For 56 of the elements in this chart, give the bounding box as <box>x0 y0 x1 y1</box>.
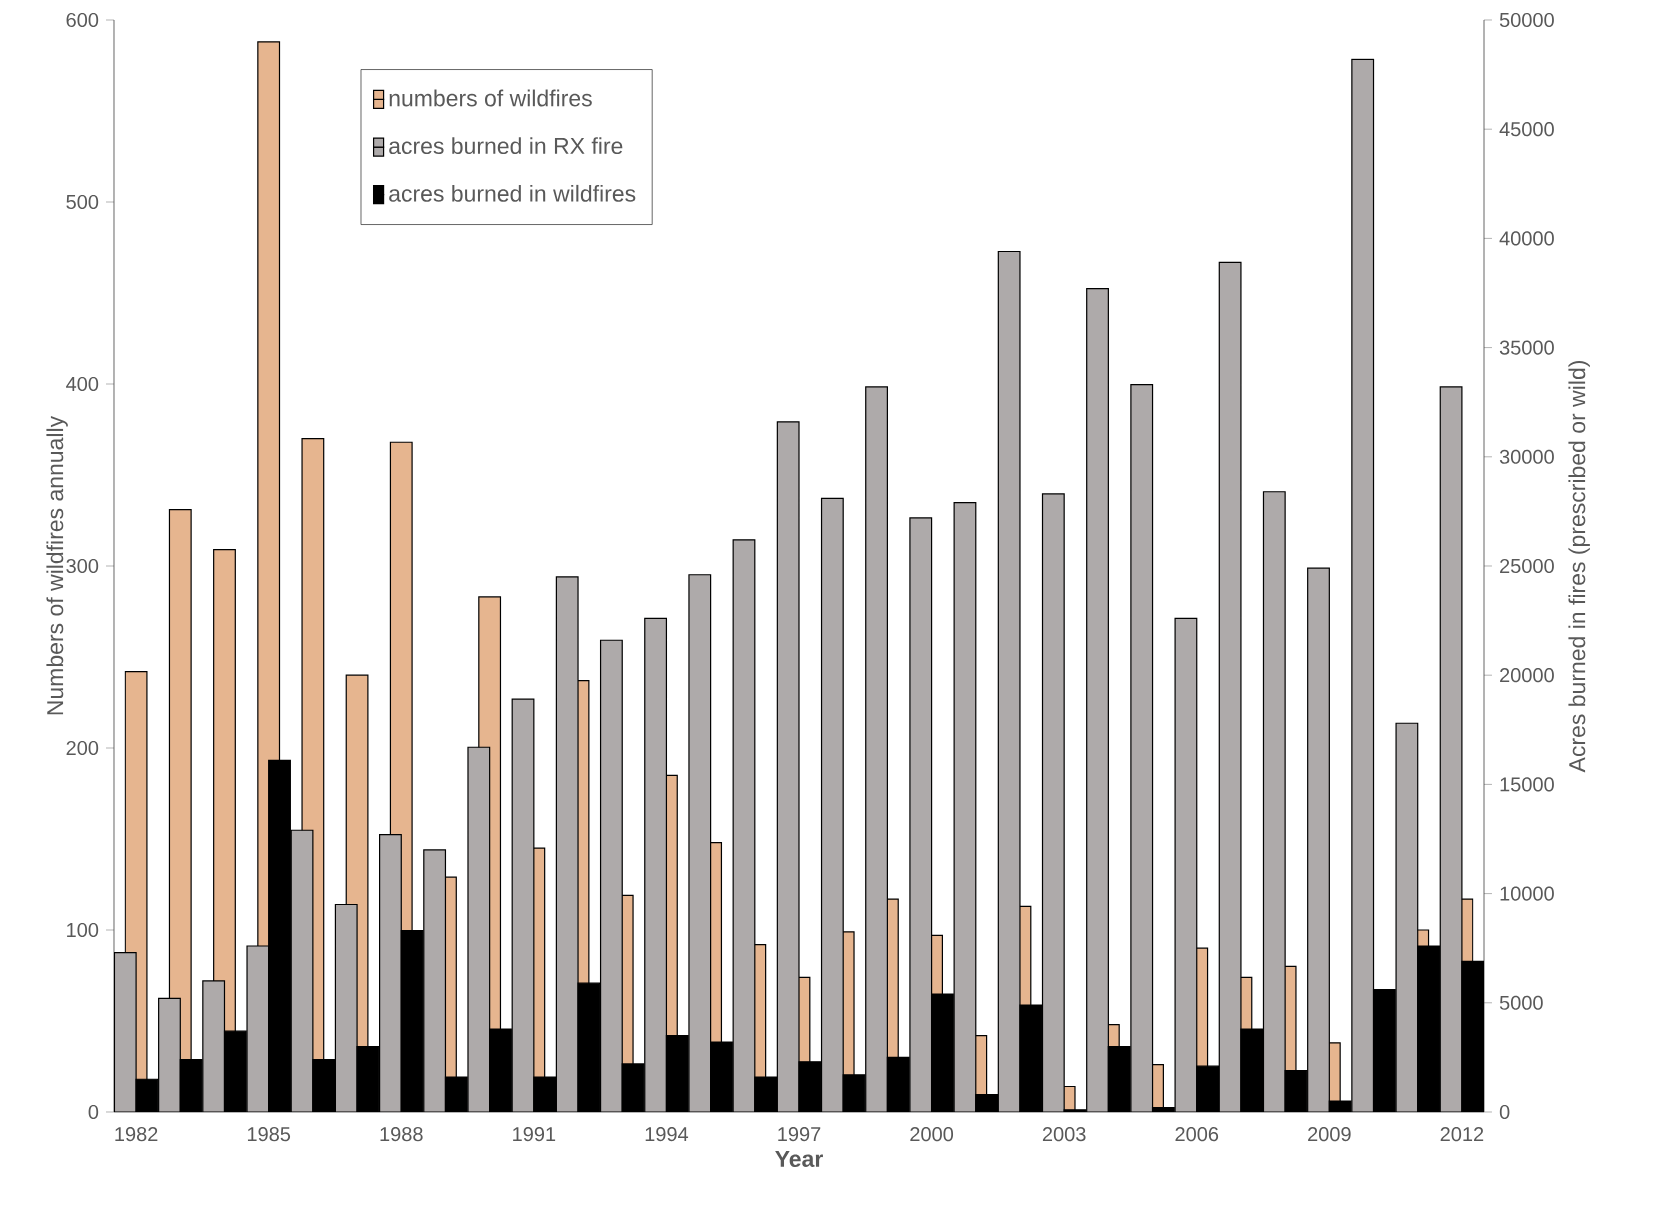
bar <box>953 502 977 1112</box>
y-tick-label: 600 <box>66 12 99 28</box>
bar <box>732 539 756 1112</box>
x-tick-label: 2003 <box>1042 1127 1086 1142</box>
y2-tick-label: 5000 <box>1499 995 1543 1010</box>
bar <box>820 497 844 1112</box>
x-tick-label: 2006 <box>1175 1127 1219 1142</box>
y2-tick-label: 10000 <box>1500 886 1554 901</box>
legend-label: acres burned in wildfires <box>389 184 636 202</box>
x-tick-label: 1985 <box>247 1127 291 1142</box>
x-tick-label: 1997 <box>778 1127 821 1142</box>
x-tick-label: 2012 <box>1440 1127 1484 1142</box>
y-tick-label: 300 <box>66 558 99 574</box>
x-tick-label: 2000 <box>910 1127 954 1142</box>
x-tick-label: 2009 <box>1308 1127 1351 1142</box>
bar <box>1262 491 1286 1112</box>
y-tick-label: 400 <box>66 376 99 392</box>
bar <box>909 517 933 1112</box>
x-axis-title: Year <box>775 1150 823 1167</box>
bar <box>688 574 712 1112</box>
y2-tick-label: 40000 <box>1499 231 1554 246</box>
bar <box>1439 386 1463 1112</box>
y2-tick-label: 35000 <box>1499 340 1554 355</box>
bar <box>1395 722 1419 1112</box>
legend-label: numbers of wildfires <box>389 89 592 107</box>
y2-axis-title: Acres burned in fires (prescribed or wild) <box>1568 361 1590 773</box>
bar <box>158 997 181 1112</box>
y2-tick-label: 50000 <box>1499 12 1554 28</box>
bar <box>1130 384 1154 1112</box>
bar <box>1041 493 1065 1112</box>
y2-tick-label: 45000 <box>1499 122 1554 137</box>
bar <box>997 250 1021 1112</box>
y2-tick-label: 20000 <box>1500 668 1554 683</box>
bar <box>776 421 800 1112</box>
y-tick-label: 100 <box>67 922 99 938</box>
bar <box>865 386 888 1112</box>
y2-tick-label: 0 <box>1499 1104 1510 1120</box>
y-tick-label: 500 <box>66 194 99 210</box>
bar <box>599 639 623 1112</box>
y2-tick-label: 15000 <box>1500 777 1554 792</box>
bar <box>202 980 226 1112</box>
y2-tick-label: 25000 <box>1500 558 1554 574</box>
legend-label: acres burned in RX fire <box>389 137 623 155</box>
bar <box>1174 617 1198 1112</box>
y-tick-label: 0 <box>88 1104 99 1120</box>
bar <box>1086 288 1109 1112</box>
bar <box>1351 58 1375 1112</box>
y2-tick-label: 30000 <box>1499 449 1554 464</box>
bar <box>1307 567 1330 1112</box>
bar <box>246 945 270 1112</box>
y-tick-label: 200 <box>66 740 99 756</box>
x-tick-label: 1994 <box>645 1127 689 1142</box>
x-tick-label: 1988 <box>380 1127 423 1142</box>
bar <box>1218 261 1242 1112</box>
x-tick-label: 1991 <box>513 1127 556 1142</box>
x-tick-label: 1982 <box>115 1127 158 1142</box>
